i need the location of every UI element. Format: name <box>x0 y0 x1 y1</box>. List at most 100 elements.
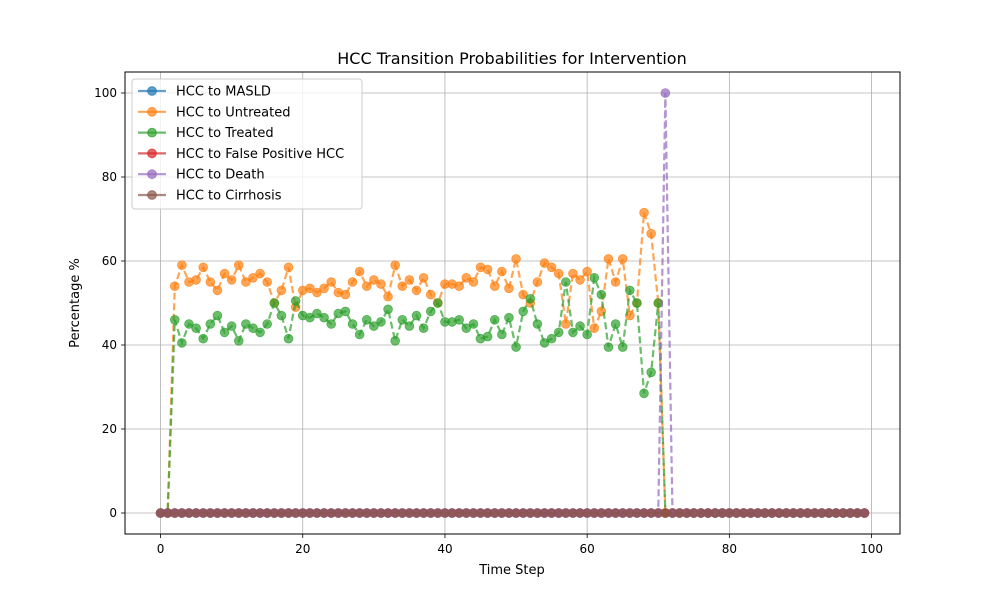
data-point <box>511 342 521 352</box>
data-point <box>568 268 578 279</box>
data-point <box>262 277 273 287</box>
data-point <box>233 260 244 271</box>
data-point <box>539 338 550 348</box>
data-point <box>241 277 251 287</box>
data-point <box>248 272 258 283</box>
x-tick-label: 100 <box>860 542 883 556</box>
data-point <box>212 285 223 296</box>
data-point <box>383 304 393 315</box>
x-axis-label: Time Step <box>478 563 545 578</box>
chart-title: HCC Transition Probabilities for Interve… <box>337 49 686 68</box>
data-point <box>553 327 564 338</box>
data-point <box>610 319 621 329</box>
data-point <box>312 308 322 319</box>
data-point <box>376 317 386 327</box>
data-point <box>205 277 216 287</box>
data-point <box>169 281 180 292</box>
data-point <box>511 254 521 264</box>
data-point <box>205 319 216 329</box>
data-point <box>497 266 507 277</box>
data-point <box>276 285 287 296</box>
x-tick-label: 60 <box>580 542 595 556</box>
legend-marker <box>147 86 157 96</box>
data-point <box>532 277 543 287</box>
data-point <box>660 88 671 98</box>
legend-item: HCC to Untreated <box>138 105 290 120</box>
data-point <box>347 277 358 287</box>
data-point <box>305 312 315 323</box>
legend: HCC to MASLD HCC to Untreated HCC to Treat… <box>131 78 363 210</box>
y-tick-label: 20 <box>102 422 117 436</box>
y-tick-label: 40 <box>102 338 117 352</box>
legend-item: HCC to Death <box>138 168 265 183</box>
x-tick-label: 80 <box>722 542 737 556</box>
legend-label: HCC to Untreated <box>176 105 290 120</box>
data-point <box>561 319 571 329</box>
data-point <box>361 314 372 325</box>
data-point <box>646 228 656 239</box>
data-point <box>617 254 628 264</box>
series-5 <box>155 508 870 518</box>
legend-item: HCC to Cirrhosis <box>138 189 282 204</box>
y-tick-label: 80 <box>102 170 117 184</box>
y-tick-label: 60 <box>102 254 117 268</box>
data-point <box>518 306 528 317</box>
data-point <box>390 335 400 346</box>
data-point <box>418 272 429 283</box>
data-point <box>198 333 209 344</box>
data-point <box>603 254 614 264</box>
data-point <box>191 323 201 334</box>
data-point <box>219 268 230 279</box>
data-point <box>418 323 429 334</box>
data-point <box>262 319 273 329</box>
data-point <box>461 323 472 334</box>
data-point <box>191 275 201 285</box>
data-point <box>646 367 656 378</box>
data-point <box>354 329 365 340</box>
y-axis: 0 20 40 60 80 100 <box>94 86 125 520</box>
series-1 <box>155 207 870 518</box>
legend-label: HCC to Death <box>176 168 265 183</box>
series-line <box>160 273 865 515</box>
data-point <box>553 268 564 279</box>
data-point <box>397 281 408 292</box>
legend-label: HCC to Treated <box>176 126 274 141</box>
data-point <box>482 331 493 342</box>
data-point <box>603 342 614 352</box>
legend-marker <box>147 106 157 117</box>
data-point <box>454 281 464 292</box>
legend-item: HCC to False Positive HCC <box>138 147 344 162</box>
data-point <box>319 312 329 323</box>
data-point <box>369 321 379 331</box>
data-point <box>468 277 479 287</box>
data-point <box>497 329 507 340</box>
data-point <box>255 268 265 279</box>
data-point <box>639 207 649 218</box>
data-point <box>283 333 294 344</box>
data-point <box>219 327 230 338</box>
data-point <box>283 262 294 273</box>
data-point <box>361 281 372 292</box>
data-point <box>582 266 592 277</box>
data-point <box>383 291 393 302</box>
data-point <box>625 285 635 296</box>
legend-label: HCC to False Positive HCC <box>176 147 344 162</box>
legend-marker <box>147 190 157 200</box>
data-point <box>319 283 329 294</box>
data-point <box>177 260 187 271</box>
data-point <box>461 272 472 283</box>
data-point <box>269 298 280 308</box>
legend-marker <box>147 148 157 159</box>
data-point <box>454 314 464 325</box>
data-point <box>212 310 223 321</box>
data-point <box>504 312 514 323</box>
data-point <box>489 314 500 325</box>
plot-frame <box>124 71 901 535</box>
data-point <box>532 319 543 329</box>
data-point <box>482 264 493 275</box>
data-point <box>226 275 237 285</box>
legend-label: HCC to MASLD <box>176 85 271 100</box>
data-point <box>546 333 557 344</box>
data-point <box>433 298 443 308</box>
